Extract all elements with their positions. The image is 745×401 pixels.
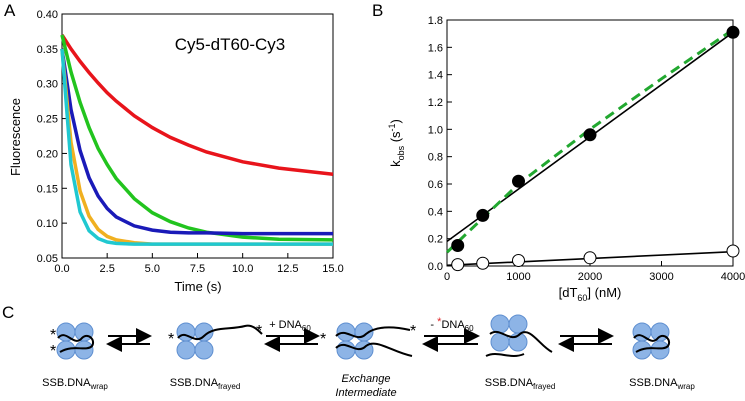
y-tick-label: 0.2 (428, 234, 443, 246)
state-frayed (485, 314, 553, 357)
svg-text:*: * (168, 331, 174, 348)
data-line (60, 48, 333, 246)
data-point (451, 239, 465, 252)
svg-text:*: * (410, 323, 416, 340)
step-part: + DNA (269, 319, 302, 331)
panel-label: A (4, 1, 16, 20)
state-label: Exchange (342, 373, 391, 385)
state-part: SSB.DNA (629, 377, 678, 389)
panel-label: C (2, 303, 14, 322)
state-part: SSB.DNA (42, 377, 91, 389)
step-sub: 60 (465, 324, 474, 333)
data-point (451, 258, 465, 272)
data-line (60, 34, 334, 242)
x-tick-label: 5.0 (145, 263, 160, 275)
step-part: - (430, 319, 437, 331)
state-part: SSB.DNA (485, 377, 534, 389)
x-tick-label: 2.5 (100, 263, 115, 275)
step-part: DNA (441, 319, 465, 331)
x-tick-label: 15.0 (322, 263, 343, 275)
panel-label: B (372, 1, 383, 20)
state-label: SSB.DNAwrap (629, 377, 695, 391)
x-tick-label: 0 (444, 271, 450, 283)
state-frayed: * * (168, 322, 263, 360)
data-line (60, 33, 334, 177)
state-label: SSB.DNAfrayed (485, 377, 556, 391)
data-point (476, 256, 490, 270)
y-tick-label: 0.8 (428, 152, 443, 164)
x-label-part: ] (nM) (587, 285, 621, 300)
plot-frame (446, 19, 734, 267)
y-tick-label: 0.6 (428, 179, 443, 191)
state-wrap: * * (50, 322, 94, 360)
data-line (60, 48, 333, 246)
x-tick-label: 3000 (649, 271, 673, 283)
state-wrap (632, 322, 670, 360)
y-tick-label: 0.4 (428, 206, 443, 218)
state-sub: frayed (218, 382, 240, 391)
y-tick-label: 0.20 (37, 148, 58, 160)
arrows (106, 328, 614, 352)
y-label-part: k (388, 160, 403, 167)
data-point (512, 254, 525, 268)
svg-text:*: * (320, 331, 326, 348)
state-part: SSB.DNA (170, 377, 219, 389)
y-tick-label: 1.8 (428, 15, 443, 27)
x-tick-label: 10.0 (232, 263, 253, 275)
x-tick-label: 7.5 (190, 263, 205, 275)
step-sub: 60 (302, 324, 311, 333)
x-tick-label: 1000 (506, 271, 530, 283)
state-sub: frayed (533, 382, 555, 391)
step-label: + DNA60 (269, 319, 311, 333)
x-axis-label: Time (s) (174, 279, 221, 294)
y-label-sub: obs (396, 145, 406, 160)
y-tick-label: 0.0 (428, 261, 443, 273)
step-label: - *DNA60 (430, 316, 474, 333)
data-point (476, 208, 490, 222)
data-point (726, 25, 740, 39)
x-tick-label: 4000 (721, 271, 745, 283)
y-tick-label: 0.10 (37, 218, 58, 230)
x-tick-label: 0.0 (54, 263, 69, 275)
y-tick-label: 0.05 (37, 253, 58, 265)
y-tick-label: 0.15 (37, 183, 58, 195)
y-axis-label: kobs (s-1) (387, 119, 406, 167)
y-label-sup: -1 (387, 123, 397, 131)
state-label: SSB.DNAwrap (42, 377, 108, 391)
x-label-part: [dT (559, 285, 578, 300)
y-label-part: ) (388, 119, 403, 123)
y-axis-label: Fluorescence (8, 98, 23, 176)
x-label-sub: 60 (577, 293, 587, 303)
state-label: SSB.DNAfrayed (170, 377, 241, 391)
state-sub: wrap (676, 382, 695, 391)
state-sub: wrap (89, 382, 108, 391)
state-label: Intermediate (335, 387, 396, 399)
state-intermediate: * * (320, 322, 416, 360)
x-axis-label: [dT60] (nM) (559, 285, 622, 303)
data-point (583, 251, 597, 265)
y-tick-label: 0.40 (37, 9, 58, 21)
annotation: Cy5-dT60-Cy3 (175, 35, 286, 54)
x-tick-label: 12.5 (277, 263, 298, 275)
data-line (445, 28, 734, 254)
data-point (726, 244, 740, 258)
y-label-part: (s (388, 131, 403, 146)
asterisk: * (50, 343, 56, 360)
x-tick-label: 2000 (578, 271, 602, 283)
svg-text:*: * (256, 323, 262, 340)
data-point (512, 174, 525, 188)
y-tick-label: 0.30 (37, 79, 58, 91)
asterisk: * (50, 327, 56, 344)
data-line (60, 48, 333, 236)
y-tick-label: 1.0 (428, 124, 443, 136)
y-tick-label: 0.35 (37, 44, 58, 56)
y-tick-label: 1.4 (428, 70, 443, 82)
step-asterisk: * (437, 316, 442, 328)
y-tick-label: 1.6 (428, 42, 443, 54)
y-tick-label: 1.2 (428, 97, 443, 109)
data-point (583, 128, 597, 142)
y-tick-label: 0.25 (37, 114, 58, 126)
